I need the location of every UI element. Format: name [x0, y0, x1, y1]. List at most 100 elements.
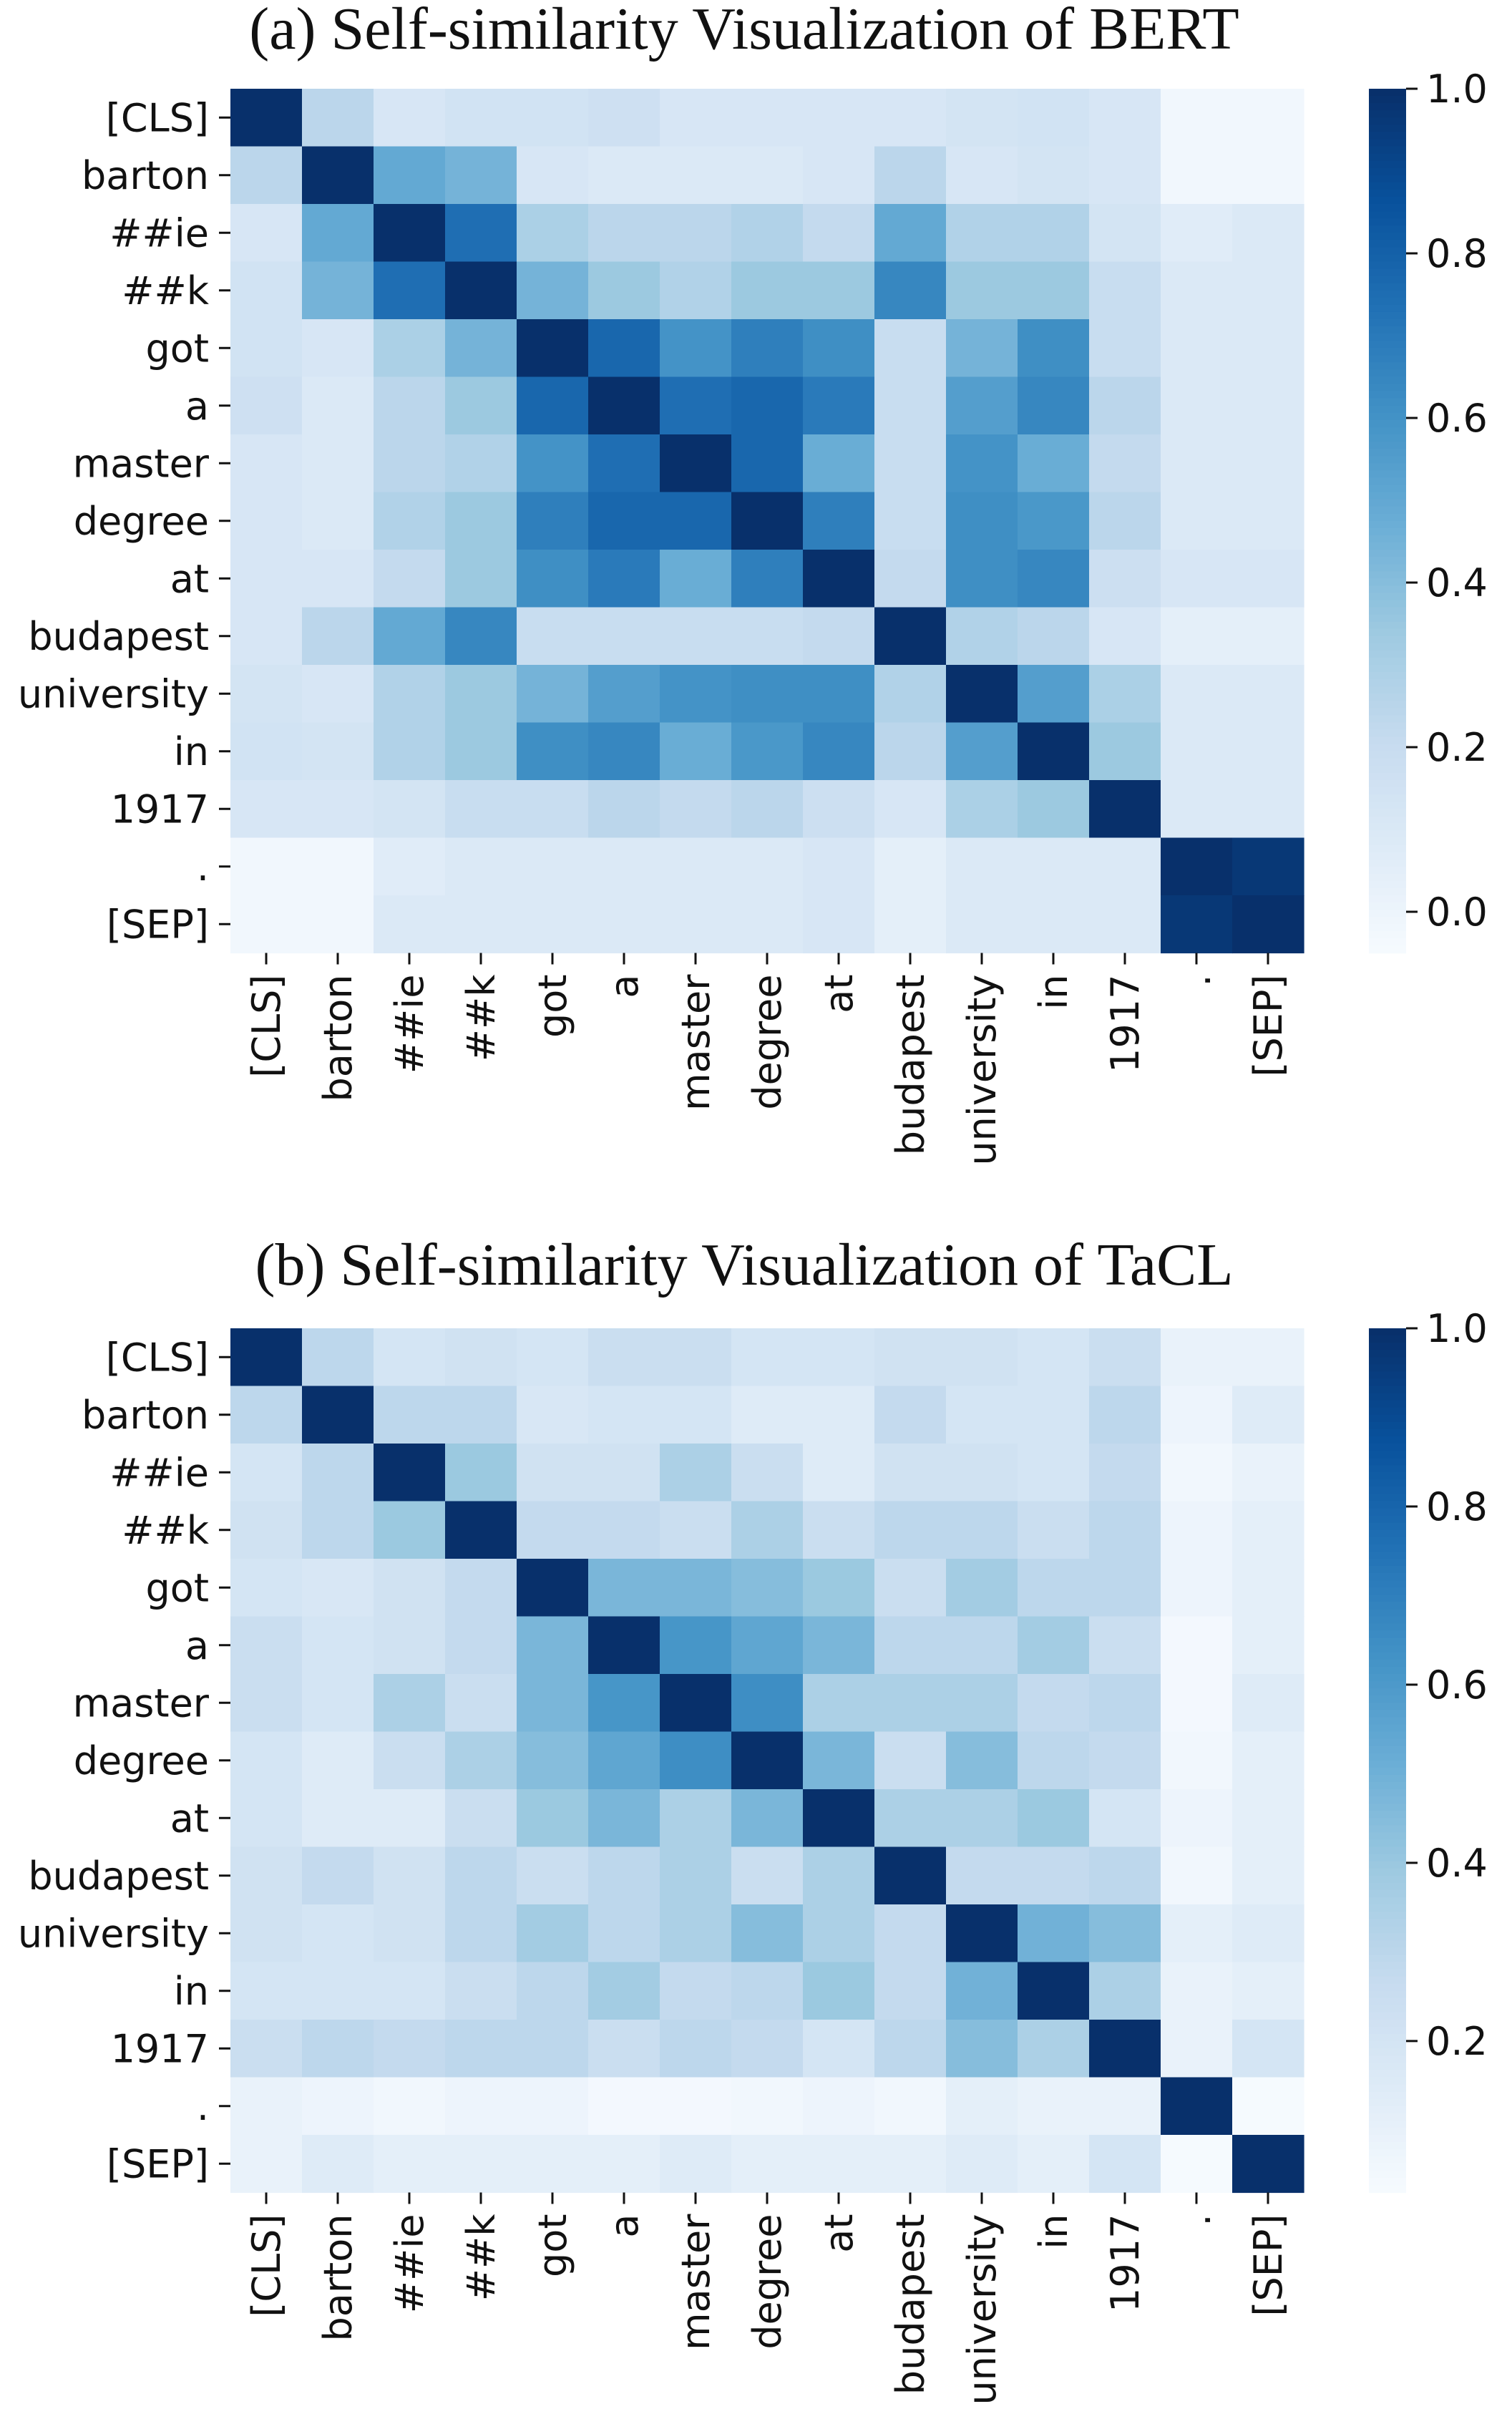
- heatmap-cell: [731, 1501, 804, 1559]
- colorbar-segment: [1369, 434, 1406, 442]
- heatmap-cell: [1161, 319, 1233, 378]
- colorbar-segment: [1369, 254, 1406, 263]
- heatmap-cell: [874, 780, 947, 839]
- heatmap-cell: [1018, 780, 1090, 839]
- heatmap-cell: [517, 722, 589, 781]
- colorbar-segment: [1369, 1587, 1406, 1596]
- heatmap-cell: [803, 1789, 875, 1848]
- x-tick-label: master: [673, 974, 718, 1111]
- colorbar-segment: [1369, 1955, 1406, 1963]
- colorbar-segment: [1369, 442, 1406, 449]
- heatmap-cell: [1018, 607, 1090, 666]
- colorbar-segment: [1369, 2034, 1406, 2042]
- colorbar-segment: [1369, 153, 1406, 162]
- y-tick-label: at: [170, 556, 209, 601]
- heatmap-cell: [445, 319, 517, 378]
- colorbar-segment: [1369, 665, 1406, 673]
- heatmap-cell: [374, 89, 446, 147]
- heatmap-cell: [1018, 2077, 1090, 2136]
- heatmap-cell: [445, 1731, 517, 1790]
- heatmap-cell: [731, 895, 804, 954]
- colorbar-segment: [1369, 1781, 1406, 1790]
- heatmap-cell: [1232, 319, 1304, 378]
- colorbar-segment: [1369, 1501, 1406, 1509]
- heatmap-cell: [517, 1674, 589, 1733]
- x-tick-label: ##ie: [387, 975, 432, 1074]
- colorbar-tick-label: 0.8: [1426, 1484, 1488, 1529]
- colorbar-segment: [1369, 247, 1406, 255]
- heatmap-cell: [230, 1559, 303, 1617]
- x-tick-label: master: [673, 2214, 718, 2350]
- heatmap-cell: [230, 665, 303, 724]
- heatmap-cell: [588, 319, 660, 378]
- heatmap-cell: [302, 319, 374, 378]
- heatmap-cell: [731, 434, 804, 493]
- colorbar-segment: [1369, 672, 1406, 680]
- colorbar-segment: [1369, 1386, 1406, 1394]
- heatmap-cell: [1089, 319, 1161, 378]
- heatmap-cell: [374, 1846, 446, 1905]
- colorbar-segment: [1369, 1875, 1406, 1884]
- heatmap-cell: [731, 1559, 804, 1617]
- colorbar-segment: [1369, 376, 1406, 385]
- heatmap-cell: [731, 1674, 804, 1733]
- heatmap-cell: [588, 550, 660, 608]
- colorbar: 0.2 0.4 0.6 0.8 1.0: [1369, 1306, 1488, 2194]
- heatmap-cell: [1161, 665, 1233, 724]
- heatmap-cell: [445, 665, 517, 724]
- colorbar-segment: [1369, 794, 1406, 802]
- heatmap-cell: [660, 261, 732, 320]
- colorbar-segment: [1369, 1703, 1406, 1711]
- colorbar-segment: [1369, 917, 1406, 925]
- heatmap-cell: [1232, 89, 1304, 147]
- heatmap-cell: [1232, 492, 1304, 550]
- heatmap-cell: [1161, 434, 1233, 493]
- heatmap-cell: [588, 1731, 660, 1790]
- heatmap-cell: [1232, 1444, 1304, 1502]
- colorbar-segment: [1369, 1940, 1406, 1949]
- colorbar-segment: [1369, 1508, 1406, 1517]
- heatmap-cell: [230, 1789, 303, 1848]
- heatmap-cell: [803, 1904, 875, 1963]
- heatmap-cell: [588, 607, 660, 666]
- colorbar-segment: [1369, 1731, 1406, 1740]
- colorbar-segment: [1369, 600, 1406, 608]
- colorbar-segment: [1369, 1393, 1406, 1401]
- colorbar-segment: [1369, 787, 1406, 795]
- heatmap-cell: [302, 1328, 374, 1387]
- heatmap-cell: [1232, 1674, 1304, 1733]
- colorbar-segment: [1369, 204, 1406, 212]
- colorbar-segment: [1369, 1494, 1406, 1502]
- heatmap-cell: [588, 146, 660, 205]
- heatmap-cell: [1232, 837, 1304, 896]
- chart-title: (b) Self-similarity Visualization of TaC…: [255, 1232, 1233, 1298]
- colorbar-segment: [1369, 1695, 1406, 1704]
- colorbar-segment: [1369, 167, 1406, 176]
- colorbar-segment: [1369, 1997, 1406, 2006]
- colorbar-segment: [1369, 96, 1406, 104]
- heatmap-cell: [1232, 780, 1304, 839]
- colorbar-segment: [1369, 492, 1406, 500]
- heatmap-cell: [731, 492, 804, 550]
- heatmap-cell: [1161, 261, 1233, 320]
- heatmap-cell: [302, 1962, 374, 2020]
- heatmap-cell: [1018, 1386, 1090, 1444]
- heatmap-cell: [517, 1501, 589, 1559]
- heatmap-cell: [445, 1904, 517, 1963]
- heatmap-cell: [230, 319, 303, 378]
- colorbar-segment: [1369, 1436, 1406, 1444]
- heatmap-cell: [445, 722, 517, 781]
- heatmap-cell: [1089, 1846, 1161, 1905]
- heatmap-cell: [803, 1386, 875, 1444]
- x-tick-label: degree: [745, 975, 790, 1110]
- heatmap-cell: [660, 146, 732, 205]
- colorbar-segment: [1369, 866, 1406, 875]
- heatmap-cell: [1161, 607, 1233, 666]
- heatmap-cell: [731, 89, 804, 147]
- colorbar-segment: [1369, 175, 1406, 183]
- colorbar-segment: [1369, 571, 1406, 580]
- heatmap-cell: [1232, 1731, 1304, 1790]
- heatmap-cell: [302, 837, 374, 896]
- colorbar-segment: [1369, 2091, 1406, 2100]
- colorbar-segment: [1369, 1710, 1406, 1718]
